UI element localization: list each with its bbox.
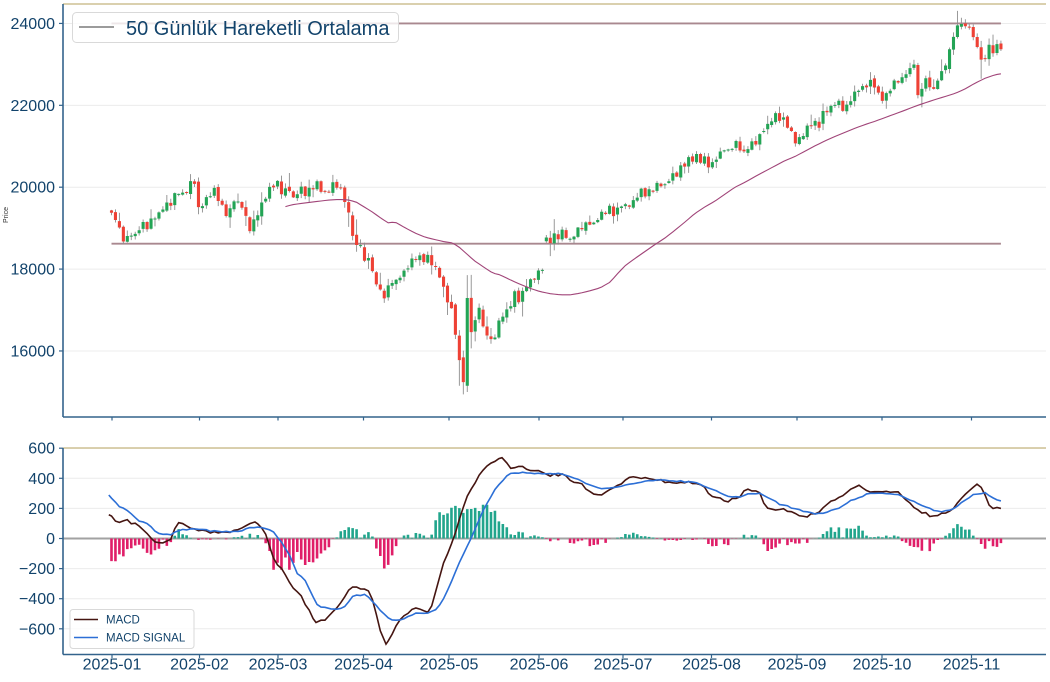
svg-text:0: 0 [46, 531, 55, 548]
svg-text:2025-02: 2025-02 [170, 657, 229, 674]
svg-text:22000: 22000 [11, 98, 56, 115]
svg-text:600: 600 [28, 441, 55, 458]
svg-text:400: 400 [28, 471, 55, 488]
svg-text:−600: −600 [19, 621, 55, 638]
svg-text:18000: 18000 [11, 262, 56, 279]
svg-text:200: 200 [28, 501, 55, 518]
svg-text:50 Günlük Hareketli Ortalama: 50 Günlük Hareketli Ortalama [126, 18, 390, 40]
svg-text:−200: −200 [19, 561, 55, 578]
svg-text:16000: 16000 [11, 343, 56, 360]
svg-text:MACD SIGNAL: MACD SIGNAL [106, 633, 186, 645]
svg-text:2025-06: 2025-06 [510, 657, 569, 674]
svg-text:24000: 24000 [11, 16, 56, 33]
svg-text:Price: Price [3, 207, 10, 223]
svg-text:2025-07: 2025-07 [594, 657, 653, 674]
svg-text:MACD: MACD [106, 615, 140, 627]
svg-text:2025-08: 2025-08 [682, 657, 741, 674]
svg-text:2025-01: 2025-01 [83, 657, 142, 674]
svg-text:2025-09: 2025-09 [768, 657, 827, 674]
svg-text:2025-04: 2025-04 [334, 657, 393, 674]
svg-text:2025-10: 2025-10 [853, 657, 912, 674]
svg-text:20000: 20000 [11, 180, 56, 197]
svg-text:2025-11: 2025-11 [943, 657, 1001, 674]
svg-text:2025-05: 2025-05 [420, 657, 479, 674]
svg-text:2025-03: 2025-03 [249, 657, 308, 674]
svg-text:−400: −400 [19, 591, 55, 608]
